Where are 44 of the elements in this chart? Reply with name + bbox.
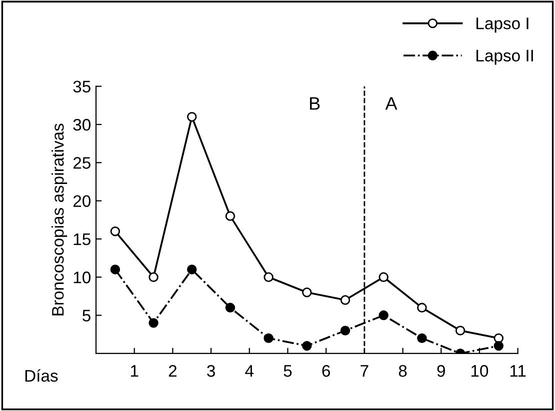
y-tick-label: 15	[74, 234, 90, 246]
point	[378, 272, 388, 282]
x-tick-label: 10	[471, 365, 488, 377]
y-tick-label: 10	[74, 272, 91, 284]
x-tick-label: 4	[245, 365, 254, 377]
point	[148, 318, 158, 328]
point	[494, 340, 504, 351]
legend-label: Lapso II	[476, 50, 533, 65]
point	[225, 302, 236, 313]
annotation: B	[310, 97, 320, 110]
point	[340, 295, 350, 305]
x-tick-label: 7	[360, 365, 368, 377]
x-tick-label: 11	[510, 365, 526, 377]
point	[378, 310, 388, 320]
point	[148, 272, 158, 282]
point	[264, 272, 274, 282]
legend-label: Lapso I	[476, 18, 528, 33]
x-tick-label: 3	[207, 365, 215, 377]
y-tick-label: 5	[82, 310, 90, 322]
y-tick-label: 25	[73, 157, 90, 169]
y-tick-label: 30	[73, 118, 91, 131]
point	[340, 326, 350, 336]
point	[417, 302, 427, 313]
point	[302, 288, 312, 298]
x-tick-label: 5	[284, 365, 292, 377]
x-tick-label: 9	[437, 365, 445, 377]
point	[225, 211, 236, 221]
point	[110, 226, 120, 236]
y-axis-title: Broncoscopias aspirativas	[52, 124, 68, 316]
point	[417, 333, 427, 344]
x-tick-label: 6	[322, 365, 330, 377]
annotation: A	[385, 97, 398, 110]
x-tick-label: 2	[168, 365, 177, 377]
point	[187, 264, 197, 274]
point	[264, 333, 274, 344]
x-tick-label: 1	[130, 365, 138, 377]
y-tick-label: 35	[73, 80, 90, 93]
point	[110, 264, 120, 274]
x-axis-title: Días	[25, 369, 58, 382]
x-tick-label: 8	[398, 365, 407, 377]
point	[302, 340, 312, 351]
point	[455, 326, 466, 336]
point	[187, 112, 197, 122]
y-tick-label: 20	[73, 195, 91, 208]
